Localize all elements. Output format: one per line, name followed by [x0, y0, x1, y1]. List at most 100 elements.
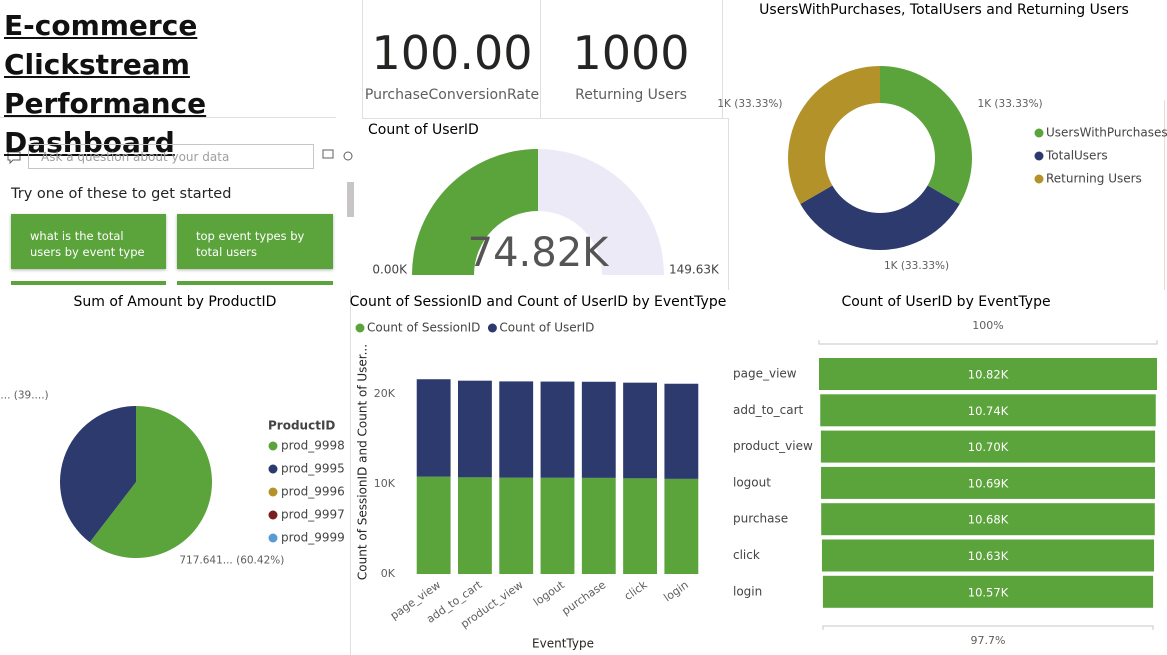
x-tick-label: login [661, 578, 690, 604]
gauge-tick-label: 149.63K [669, 263, 720, 277]
data-label: 10.69K [968, 476, 1009, 490]
bar [664, 478, 699, 574]
data-label: 10.74K [968, 404, 1009, 418]
donut-slice [800, 185, 960, 250]
card-value: 1000 [572, 26, 690, 80]
legend-marker [1034, 174, 1044, 184]
legend-marker [268, 533, 278, 543]
legend-marker [268, 464, 278, 474]
data-label: 10.70K [968, 440, 1009, 454]
dashboard-title: E-commerce Clickstream Performance Dashb… [4, 9, 207, 159]
category-label: logout [733, 475, 771, 489]
gauge-tick-label: 0.00K [372, 263, 408, 277]
scrollbar [347, 182, 354, 217]
funnel-bar [819, 358, 1157, 390]
data-label: 470.2... (39....) [0, 390, 49, 402]
legend-marker [355, 323, 365, 333]
category-label: purchase [733, 512, 788, 526]
funnel-top-label: 100% [972, 319, 1003, 332]
funnel-bar [821, 466, 1155, 499]
funnel-bar [821, 503, 1155, 536]
legend-label: prod_9998 [281, 439, 345, 453]
legend-label: TotalUsers [1045, 149, 1108, 163]
qa-prompt: Try one of these to get started [11, 186, 232, 202]
category-label: click [733, 548, 760, 562]
legend-marker [268, 510, 278, 520]
funnel-bracket [822, 625, 1154, 630]
pie-slice [59, 406, 136, 543]
data-label: 1K (33.33%) [717, 98, 782, 110]
icon[interactable] [322, 149, 334, 159]
data-label: 717.641... (60.42%) [179, 554, 284, 566]
category-label: product_view [733, 439, 813, 453]
legend-marker [1034, 128, 1044, 138]
card-value: 100.00 [371, 26, 533, 80]
qa-icons [7, 149, 353, 165]
bar [416, 379, 451, 477]
bar [416, 476, 451, 574]
funnel-bar [820, 394, 1156, 427]
funnel-bar [820, 430, 1156, 463]
x-tick-label: click [622, 578, 650, 603]
legend-label: Count of UserID [499, 321, 594, 335]
y-axis-label: Count of SessionID and Count of User... [356, 344, 370, 580]
category-label: login [733, 584, 762, 598]
bar [458, 477, 492, 574]
legend-label: Returning Users [1046, 172, 1142, 186]
legend-label: prod_9995 [281, 462, 345, 476]
legend-label: UsersWithPurchases [1046, 126, 1167, 140]
suggestion-button[interactable]: top event types by total users [177, 214, 333, 269]
data-label: 1K (33.33%) [978, 98, 1043, 110]
chart-title: Count of UserID by EventType [841, 294, 1050, 310]
data-label: 10.63K [968, 549, 1009, 563]
bar [623, 478, 657, 574]
bar [581, 381, 616, 478]
legend-marker [268, 441, 278, 451]
y-tick-label: 0K [381, 567, 396, 580]
settings-icon[interactable] [343, 151, 353, 161]
legend-label: Count of SessionID [367, 321, 480, 335]
donut-slice [788, 66, 880, 204]
x-tick-label: purchase [559, 578, 608, 618]
chart-title: Count of SessionID and Count of UserID b… [350, 294, 727, 310]
suggestion-button[interactable]: what is the total users by event type [11, 214, 166, 269]
funnel-bar [822, 575, 1154, 608]
legend-marker [1034, 151, 1044, 161]
data-label: 1K (33.33%) [884, 260, 949, 272]
legend-marker [487, 323, 497, 333]
bar [540, 381, 575, 478]
x-axis-label: EventType [532, 637, 594, 651]
y-tick-label: 10K [374, 477, 396, 490]
chart-title: UsersWithPurchases, TotalUsers and Retur… [759, 2, 1129, 18]
donut-slice [880, 66, 972, 204]
suggestion-button-partial[interactable] [11, 281, 166, 285]
data-label: 10.57K [968, 585, 1009, 599]
bar [499, 381, 534, 478]
bar [499, 477, 534, 574]
category-label: add_to_cart [733, 403, 804, 417]
gauge-value-label: 74.82K [468, 230, 611, 276]
bar [540, 477, 575, 574]
y-tick-label: 20K [374, 387, 396, 400]
gauge-value [412, 148, 539, 275]
bar [581, 477, 616, 574]
card-label: PurchaseConversionRate [364, 87, 540, 103]
suggestion-button-partial[interactable] [177, 281, 333, 285]
funnel-bracket [818, 340, 1158, 345]
chat-icon [7, 151, 21, 165]
legend-label: prod_9999 [281, 531, 345, 545]
chart-title: Count of UserID [368, 122, 479, 138]
card-label: Returning Users [575, 87, 687, 103]
data-label: 10.68K [968, 513, 1009, 527]
legend-marker [268, 487, 278, 497]
legend-title: ProductID [268, 419, 335, 433]
qa-input[interactable]: Ask a question about your data [28, 144, 314, 169]
legend-label: prod_9997 [281, 508, 345, 522]
category-label: page_view [733, 367, 797, 381]
pie-slice [89, 406, 212, 558]
bar [623, 382, 657, 479]
funnel-bottom-label: 97.7% [971, 634, 1006, 647]
bar [664, 383, 699, 479]
